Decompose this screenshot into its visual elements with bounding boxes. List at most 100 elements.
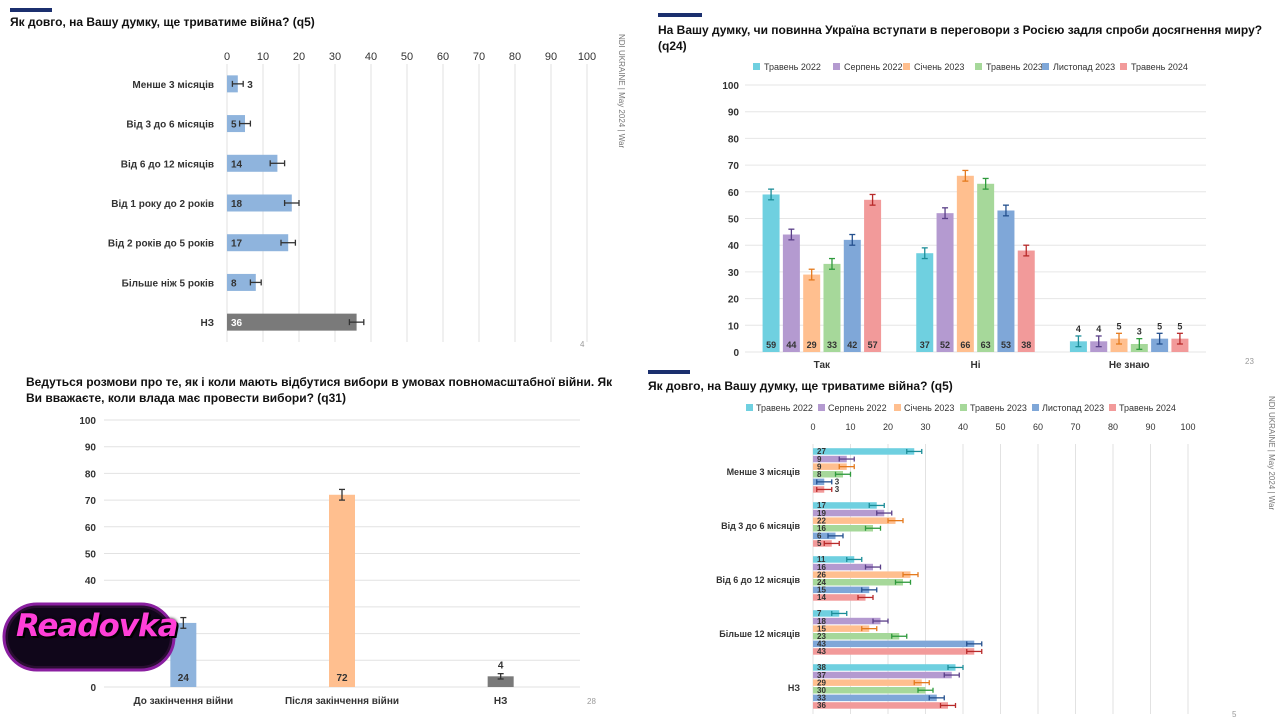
data-label: 59 [766,340,776,350]
data-label: 16 [817,524,826,533]
bar [864,199,882,352]
y-tick-label: 100 [79,416,96,427]
y-tick-label: 50 [728,215,740,226]
chart-q5-may2024: 0 10 20 30 40 50 60 70 80 90 100 Менше 3 місяців 3 Ві… [108,51,596,342]
legend-swatch [1109,404,1116,411]
data-label: 24 [178,673,190,684]
bar [813,455,847,463]
data-label: 27 [817,447,826,456]
data-label: 9 [817,462,822,471]
chart-panel-q5-may2024: Як довго, на Вашу думку, ще триватиме ві… [0,0,628,352]
accent-bar [10,8,52,12]
readovka-logo-badge [2,602,176,672]
category-label: НЗ [201,318,215,329]
legend-swatch [1120,63,1127,70]
x-tick-label: 80 [509,51,521,63]
data-label: 11 [817,555,826,564]
panel-title: Як довго, на Вашу думку, ще триватиме ві… [10,15,315,29]
x-tick-label: 80 [1108,422,1118,432]
x-tick-label: 90 [1145,422,1155,432]
readovka-logo-text: Readovka [16,608,179,644]
legend-label: Травень 2024 [1131,62,1188,72]
legend-label: Листопад 2023 [1053,62,1115,72]
data-label: 37 [817,671,826,680]
legend-label: Листопад 2023 [1042,403,1104,413]
data-label: 24 [817,578,826,587]
legend-label: Січень 2023 [914,62,964,72]
bar [813,509,885,517]
y-tick-label: 90 [85,443,97,454]
data-label: 14 [817,593,826,602]
y-tick-label: 0 [733,348,739,359]
category-label: Не знаю [1109,360,1150,368]
data-label: 3 [835,478,840,487]
legend-swatch [753,63,760,70]
data-label: 38 [1021,340,1031,350]
data-label: 15 [817,624,826,633]
bar [1017,250,1035,352]
x-tick-label: 10 [257,51,269,63]
legend-swatch [746,404,753,411]
data-label: 5 [1157,321,1162,331]
bar [1151,338,1169,352]
y-tick-label: 40 [85,576,97,587]
data-label: 8 [231,278,237,289]
legend-label: Травень 2023 [970,403,1027,413]
page-number: 4 [580,340,585,349]
bar [813,694,937,702]
y-tick-label: 0 [90,683,96,694]
bar [813,702,948,709]
bar [813,679,922,686]
bar [227,234,289,252]
bar [813,594,866,601]
y-tick-label: 60 [728,188,740,199]
category-label: Менше 3 місяців [727,467,801,477]
x-tick-label: 100 [578,51,596,63]
data-label: 63 [981,340,991,350]
legend-label: Травень 2023 [986,62,1043,72]
x-tick-label: 70 [473,51,485,63]
category-label: Від 1 року до 2 років [111,199,214,210]
bar [813,448,915,455]
legend-label: Серпень 2022 [828,403,887,413]
bar [813,563,873,571]
x-tick-label: 70 [1070,422,1080,432]
bar [813,502,877,509]
x-tick-label: 40 [958,422,968,432]
bar [1171,338,1189,352]
bar [329,494,355,687]
data-label: 9 [817,455,822,464]
legend-swatch [818,404,825,411]
data-label: 44 [786,340,796,350]
bar [227,115,245,133]
panel-title: Як довго, на Вашу думку, ще триватиме ві… [648,379,953,393]
category-label: Від 3 до 6 місяців [721,521,800,531]
data-label: 3 [247,80,253,91]
x-tick-label: 30 [920,422,930,432]
chart-q24: 0 10 20 30 40 50 60 70 80 90 100 Травень 2022 Серпен… [722,62,1206,368]
y-tick-label: 50 [85,550,97,561]
data-label: 18 [817,617,826,626]
data-label: 43 [817,640,826,649]
data-label: 5 [1117,321,1122,331]
data-label: 38 [817,663,826,672]
y-tick-label: 10 [728,321,740,332]
bar [813,540,832,547]
data-label: 5 [817,539,822,548]
bar [227,194,292,212]
data-label: 15 [817,586,826,595]
data-label: 29 [817,678,826,687]
data-label: 14 [231,159,243,170]
legend-swatch [903,63,910,70]
page-number: 5 [1232,710,1237,719]
category-label: НЗ [788,683,800,693]
data-label: 53 [1001,340,1011,350]
data-label: 6 [817,532,822,541]
bar [813,640,975,648]
category-label: НЗ [494,696,508,707]
x-tick-label: 40 [365,51,377,63]
data-label: 4 [1096,324,1101,334]
data-label: 52 [940,340,950,350]
bar [936,213,954,352]
category-label: Більше ніж 5 років [122,278,214,289]
